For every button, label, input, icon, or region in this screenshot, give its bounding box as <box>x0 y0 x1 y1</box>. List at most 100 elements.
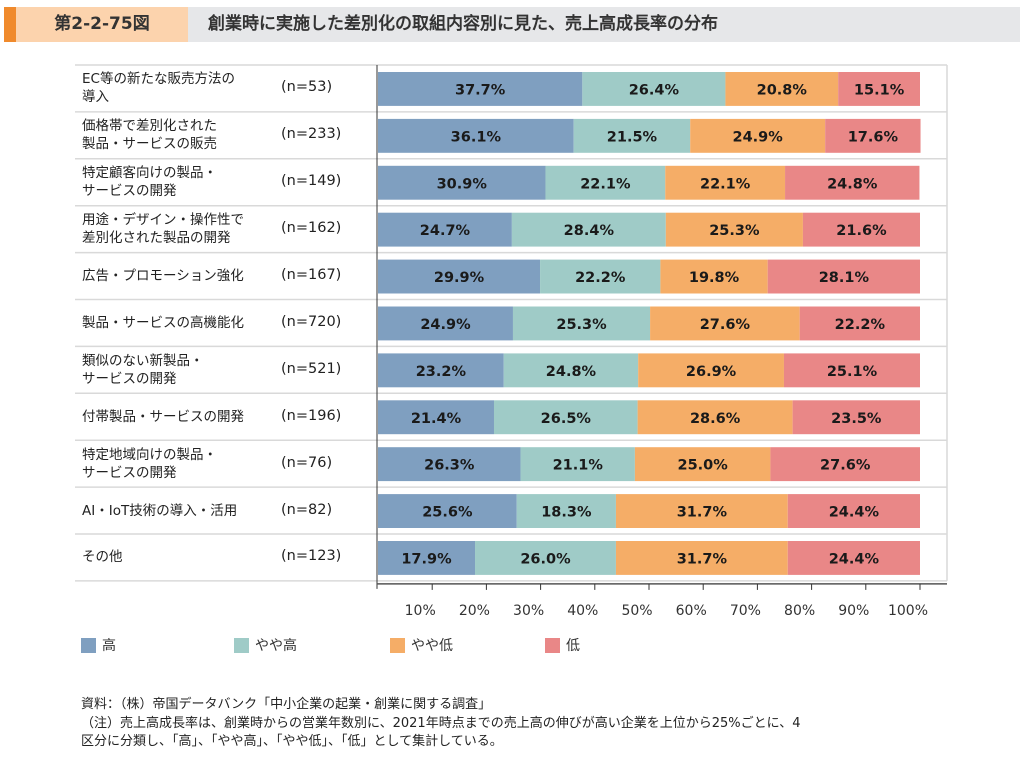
data-label: 30.9% <box>437 176 488 192</box>
data-label: 37.7% <box>455 82 506 98</box>
legend-item-low: 低 <box>545 636 580 654</box>
data-label: 15.1% <box>854 82 905 98</box>
sample-size-label: (n=167) <box>281 267 342 284</box>
data-label: 36.1% <box>451 129 502 145</box>
category-label: 価格帯で差別化された 製品・サービスの販売 <box>82 118 217 153</box>
bar-segment-2 <box>540 259 661 294</box>
data-label: 22.2% <box>575 270 626 286</box>
data-label: 27.6% <box>820 458 871 474</box>
category-label: EC等の新たな販売方法の 導入 <box>82 71 235 106</box>
legend-swatch-low <box>545 637 560 653</box>
bar-segment-4 <box>799 306 920 341</box>
sample-size-label: (n=720) <box>281 313 342 330</box>
data-label: 23.5% <box>831 411 882 427</box>
category-label: 類似のない新製品・ サービスの開発 <box>82 352 204 387</box>
data-label: 21.1% <box>553 458 604 474</box>
figure-title: 創業時に実施した差別化の取組内容別に見た、売上高成長率の分布 <box>208 14 718 34</box>
sample-size-label: (n=149) <box>281 173 342 190</box>
bar-segment-2 <box>493 400 638 435</box>
bar-segment-4 <box>785 165 920 200</box>
bar-segment-4 <box>838 72 920 106</box>
bar-segment-4 <box>783 353 920 388</box>
x-tick-label: 60% <box>676 603 707 619</box>
sample-size-label: (n=82) <box>281 501 333 518</box>
data-label: 28.4% <box>564 223 615 239</box>
bar-segment-2 <box>573 118 691 153</box>
category-label: 広告・プロモーション強化 <box>82 268 244 285</box>
x-tick-label: 30% <box>513 603 544 619</box>
bar-segment-3 <box>725 72 839 106</box>
category-label: 製品・サービスの高機能化 <box>82 314 244 331</box>
category-label: 特定地域向けの製品・ サービスの開発 <box>82 446 217 481</box>
bar-segment-3 <box>615 541 788 575</box>
data-label: 21.6% <box>836 223 887 239</box>
sample-size-label: (n=521) <box>281 360 342 377</box>
sample-size-label: (n=233) <box>281 126 342 143</box>
x-tick-label: 20% <box>459 603 490 619</box>
data-label: 22.2% <box>835 317 886 333</box>
legend-label-low: 低 <box>566 638 580 654</box>
data-label: 25.1% <box>827 364 878 380</box>
data-label: 24.9% <box>420 317 471 333</box>
bar-segment-4 <box>792 400 920 435</box>
bar-segment-4 <box>802 212 920 247</box>
bar-segment-1 <box>378 306 513 341</box>
sample-size-label: (n=162) <box>281 220 342 237</box>
category-label: 付帯製品・サービスの開発 <box>82 408 244 425</box>
data-label: 21.4% <box>411 411 462 427</box>
bar-segment-1 <box>378 212 512 247</box>
legend-item-high: 高 <box>81 636 116 654</box>
bar-segment-2 <box>511 212 666 247</box>
bar-segment-2 <box>512 306 651 341</box>
data-label: 28.1% <box>819 270 870 286</box>
bar-segment-4 <box>825 118 921 153</box>
legend-label-somewhat-low: やや低 <box>411 638 453 654</box>
bar-segment-3 <box>650 306 800 341</box>
data-label: 26.0% <box>520 551 571 567</box>
legend-swatch-somewhat-low <box>390 637 405 653</box>
bar-segment-1 <box>378 353 504 388</box>
bar-segment-3 <box>634 447 771 482</box>
bar-segment-1 <box>378 400 494 435</box>
sample-size-label: (n=53) <box>281 79 333 96</box>
data-label: 31.7% <box>677 505 728 521</box>
bar-segment-3 <box>665 165 786 200</box>
data-label: 25.6% <box>422 505 473 521</box>
data-label: 22.1% <box>580 176 631 192</box>
x-tick-label: 80% <box>784 603 815 619</box>
data-label: 26.5% <box>541 411 592 427</box>
x-tick-label: 50% <box>621 603 652 619</box>
data-label: 26.4% <box>629 82 680 98</box>
data-label: 24.8% <box>827 176 878 192</box>
legend-swatch-high <box>81 637 96 653</box>
bar-segment-2 <box>545 165 666 200</box>
data-label: 25.3% <box>556 317 607 333</box>
data-label: 26.3% <box>424 458 475 474</box>
x-tick-label: 100% <box>888 603 928 619</box>
data-label: 24.8% <box>546 364 597 380</box>
category-label: 特定顧客向けの製品・ サービスの開発 <box>82 165 217 200</box>
bar-segment-3 <box>638 353 784 388</box>
bar-segment-2 <box>503 353 639 388</box>
data-label: 23.2% <box>416 364 467 380</box>
data-label: 21.5% <box>607 129 658 145</box>
bar-segment-2 <box>475 541 616 575</box>
legend-item-somewhat-high: やや高 <box>234 636 297 654</box>
data-label: 17.6% <box>848 129 899 145</box>
category-label: AI・IoT技術の導入・活用 <box>82 502 238 519</box>
bar-segment-1 <box>378 72 583 106</box>
x-tick-label: 40% <box>567 603 598 619</box>
bar-segment-3 <box>637 400 793 435</box>
data-label: 26.9% <box>686 364 737 380</box>
legend-swatch-somewhat-high <box>234 637 249 653</box>
bar-segment-1 <box>378 259 541 294</box>
data-label: 22.1% <box>700 176 751 192</box>
bar-segment-1 <box>378 494 517 528</box>
bar-segment-2 <box>520 447 635 482</box>
legend-item-somewhat-low: やや低 <box>390 636 453 654</box>
bar-segment-1 <box>378 165 546 200</box>
bar-segment-1 <box>378 541 476 575</box>
bar-segment-3 <box>690 118 826 153</box>
x-tick-label: 70% <box>730 603 761 619</box>
